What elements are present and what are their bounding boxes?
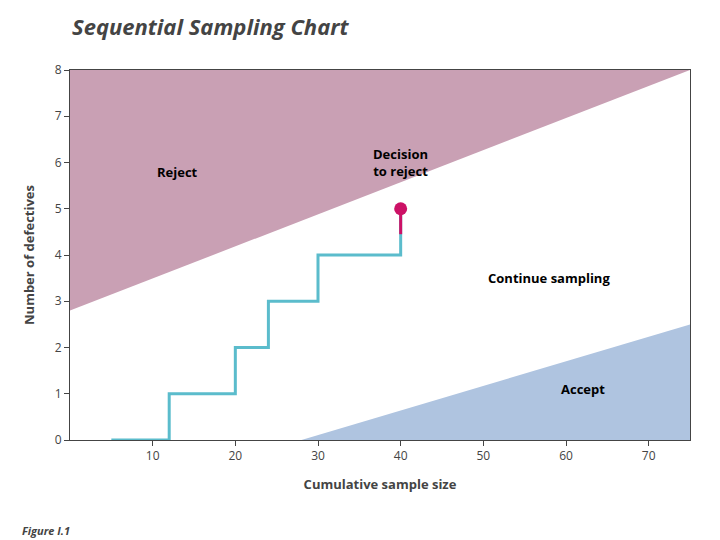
svg-text:30: 30 [311,447,325,464]
svg-text:40: 40 [394,447,408,464]
svg-text:5: 5 [55,200,62,217]
svg-text:0: 0 [55,431,62,448]
svg-text:Accept: Accept [561,380,605,398]
svg-text:7: 7 [55,107,62,124]
svg-text:Figure I.1: Figure I.1 [22,523,70,538]
svg-text:Continue sampling: Continue sampling [488,269,610,287]
svg-text:Number of defectives: Number of defectives [20,185,38,325]
svg-text:10: 10 [146,447,160,464]
svg-text:8: 8 [55,61,62,78]
svg-text:3: 3 [55,292,62,309]
svg-text:Cumulative sample size: Cumulative sample size [304,475,457,493]
svg-text:60: 60 [559,447,573,464]
svg-text:70: 70 [642,447,656,464]
svg-text:4: 4 [55,246,62,263]
svg-text:6: 6 [55,154,62,171]
svg-text:50: 50 [476,447,490,464]
svg-text:Reject: Reject [157,163,198,181]
svg-text:Decisionto reject: Decisionto reject [373,145,428,180]
svg-text:1: 1 [55,385,62,402]
svg-text:2: 2 [55,339,62,356]
svg-text:20: 20 [228,447,242,464]
svg-text:Sequential Sampling Chart: Sequential Sampling Chart [72,11,349,41]
